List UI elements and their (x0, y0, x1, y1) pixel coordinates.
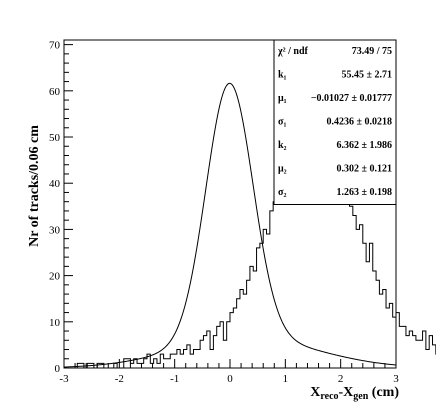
stats-label: μ₂ (278, 164, 287, 175)
y-tick-label: 0 (55, 363, 61, 375)
y-tick-label: 50 (49, 132, 61, 144)
y-tick-label: 10 (49, 317, 61, 329)
fit-curve (63, 82, 397, 368)
stats-value: 1.263 ± 0.198 (337, 187, 393, 198)
y-axis-title: Nr of tracks/0.06 cm (27, 125, 42, 247)
y-tick-label: 20 (49, 271, 61, 283)
stats-label: k₁ (278, 70, 287, 81)
x-tick-label: 1 (283, 373, 289, 385)
x-tick-label: 2 (338, 373, 344, 385)
stats-value: 6.362 ± 1.986 (337, 140, 393, 151)
x-tick-label: -3 (59, 373, 69, 385)
stats-value: 73.49 / 75 (352, 46, 392, 57)
stats-value: 0.302 ± 0.121 (337, 164, 393, 175)
y-tick-label: 30 (49, 224, 61, 236)
x-axis-title: Xreco-Xgen (cm) (310, 385, 399, 402)
stats-label: σ₂ (278, 187, 286, 198)
x-tick-label: 0 (227, 373, 233, 385)
stats-label: χ² / ndf (277, 46, 309, 57)
x-tick-label: 3 (393, 373, 399, 385)
stats-value: −0.01027 ± 0.01777 (311, 93, 392, 104)
stats-label: σ₁ (278, 117, 286, 128)
stats-box: χ² / ndf 73.49 / 75 k₁ 55.45 ± 2.71 μ₁ −0.010… (273, 39, 397, 205)
stats-box-frame (273, 39, 397, 205)
y-tick-label: 40 (49, 178, 61, 190)
stats-value: 0.4236 ± 0.0218 (327, 117, 393, 128)
stats-label: μ₁ (278, 93, 287, 104)
x-tick-label: -2 (115, 373, 124, 385)
stats-label: k₂ (278, 140, 287, 151)
y-tick-label: 70 (49, 40, 61, 52)
stats-value: 55.45 ± 2.71 (342, 70, 393, 81)
x-tick-label: -1 (170, 373, 179, 385)
y-tick-label: 60 (49, 86, 61, 98)
